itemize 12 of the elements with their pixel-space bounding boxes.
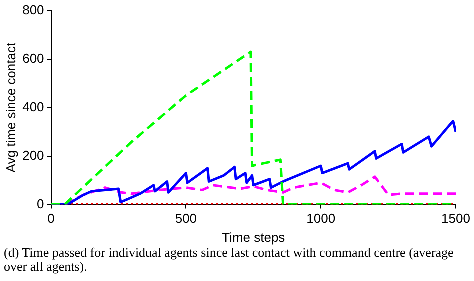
y-axis-title: Avg time since contact (3, 42, 18, 173)
text: (d) Time passed for individual agents since last contact with command centre (average over all agents). (4, 245, 455, 274)
x-tick-label: 500 (175, 211, 198, 226)
y-tick-label: 400 (22, 99, 44, 114)
x-tick-label: 1500 (442, 211, 470, 226)
x-axis-title: Time steps (222, 230, 286, 245)
y-tick-label: 0 (37, 196, 44, 212)
x-tick-label: 0 (48, 211, 55, 226)
y-tick-label: 200 (22, 148, 44, 163)
y-tick-label: 600 (22, 50, 44, 66)
x-tick-label: 1000 (306, 211, 336, 226)
y-tick-label: 800 (22, 2, 44, 18)
